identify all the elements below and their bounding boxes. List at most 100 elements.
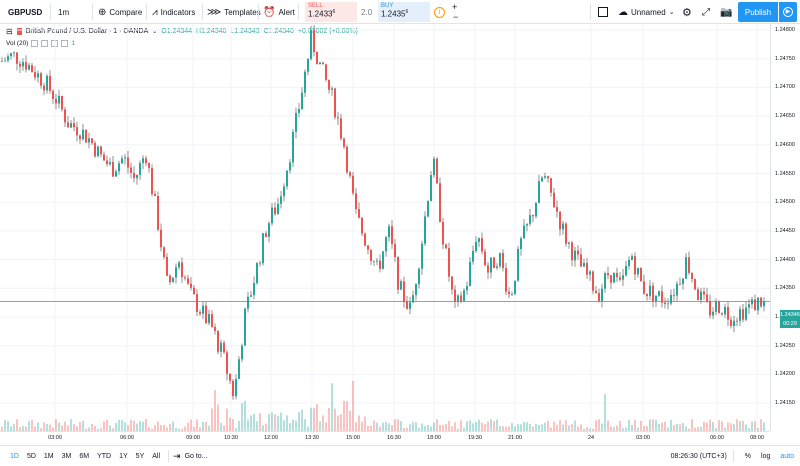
price-tick-label: 1.24800 — [775, 27, 795, 33]
qty-minus-icon[interactable]: − — [453, 12, 459, 22]
candle — [205, 301, 207, 324]
chevron-down-icon[interactable]: ⌄ — [152, 29, 158, 35]
volume-bar — [424, 426, 426, 431]
alert-button[interactable]: ⏰ Alert — [263, 0, 295, 24]
clock-label[interactable]: 08:26:30 (UTC+3) — [670, 452, 727, 460]
range-all[interactable]: All — [152, 452, 161, 460]
candle — [352, 171, 354, 196]
volume-bar — [127, 424, 129, 431]
price-chart[interactable] — [0, 24, 770, 431]
volume-bar — [541, 424, 543, 431]
expand-icon[interactable]: ⤢ — [702, 6, 710, 18]
price-tick-label: 1.24400 — [775, 256, 795, 263]
collapse-icon[interactable]: ⊟ — [6, 27, 13, 36]
candle — [190, 277, 192, 291]
volume-bar — [283, 420, 285, 431]
candle — [10, 52, 12, 60]
buy-button[interactable]: BUY 1.24356 — [378, 2, 430, 22]
templates-button[interactable]: ⋙ Templates — [207, 0, 261, 24]
layout-button[interactable]: ☁ Unnamed ⌄ — [618, 0, 675, 24]
candle — [619, 272, 621, 282]
range-1d[interactable]: 1D — [10, 452, 19, 460]
interval-button[interactable]: 1m — [58, 0, 69, 24]
indicators-button[interactable]: ⩘ Indicators — [152, 0, 195, 24]
symbol-search[interactable]: GBPUSD — [8, 0, 42, 24]
candle — [565, 222, 567, 247]
close-value: C1.24346 — [263, 28, 294, 35]
volume-bar — [358, 415, 360, 431]
settings-gear-icon[interactable]: ⚙ — [682, 6, 692, 19]
candle — [601, 283, 603, 308]
range-ytd[interactable]: YTD — [97, 452, 112, 460]
volume-bar — [472, 423, 474, 431]
volume-bar — [430, 426, 432, 431]
time-tick-label: 19:30 — [468, 435, 482, 441]
volume-bar — [325, 422, 327, 431]
symbol-title[interactable]: British Pound / U.S. Dollar · 1 · OANDA — [25, 28, 149, 35]
more-icon[interactable] — [61, 40, 69, 47]
time-tick-label: 24 — [587, 435, 595, 441]
camera-icon[interactable]: 📷 — [720, 6, 733, 18]
volume-bar — [58, 422, 60, 431]
time-axis[interactable]: 03:00 06:00 09:00 10:30 12:00 13:30 15:00 16:30… — [0, 431, 770, 445]
volume-bar — [373, 420, 375, 431]
candle — [322, 62, 324, 65]
candle — [613, 272, 615, 283]
publish-button[interactable]: Publish — [738, 2, 778, 22]
range-1y[interactable]: 1Y — [119, 452, 128, 460]
price-axis[interactable]: 1.24800 1.24750 1.24700 1.24650 1.24600 1.245… — [770, 24, 800, 431]
volume-bar — [709, 419, 711, 431]
volume-bar — [598, 419, 600, 431]
volume-bar — [613, 427, 615, 431]
volume-bar — [109, 425, 111, 431]
volume-bar — [193, 426, 195, 431]
candle — [610, 274, 612, 290]
volume-bar — [427, 425, 429, 431]
range-6m[interactable]: 6M — [79, 452, 90, 460]
candle — [640, 267, 642, 282]
fullscreen-square-icon[interactable] — [598, 0, 608, 24]
range-5y[interactable]: 5Y — [135, 452, 145, 460]
compare-label: Compare — [109, 7, 143, 17]
candle — [526, 223, 528, 232]
go-to-button[interactable]: Go to... — [184, 452, 208, 460]
go-to-icon[interactable]: ⇥ — [173, 450, 181, 461]
range-3m[interactable]: 3M — [61, 452, 72, 460]
volume-bar — [118, 419, 120, 431]
percent-toggle[interactable]: % — [744, 452, 752, 460]
play-icon[interactable]: ▶ — [779, 2, 797, 22]
range-1m[interactable]: 1M — [43, 452, 54, 460]
volume-bar — [655, 419, 657, 431]
auto-toggle[interactable]: auto — [780, 452, 794, 460]
volume-bar — [1, 426, 3, 431]
candle — [433, 156, 435, 178]
eye-icon[interactable] — [31, 40, 39, 47]
candle — [745, 301, 747, 322]
time-tick-label: 03:00 — [48, 435, 62, 441]
low-value: L1.24343 — [230, 28, 260, 35]
settings-icon[interactable] — [41, 40, 49, 47]
compare-button[interactable]: ⊕ Compare — [98, 0, 142, 24]
candle — [4, 57, 6, 62]
volume-bar — [604, 394, 606, 431]
candle — [91, 137, 93, 145]
volume-bar — [61, 425, 63, 431]
candle — [274, 202, 276, 216]
volume-bar — [160, 425, 162, 431]
volume-bar — [46, 424, 48, 431]
candle — [637, 267, 639, 278]
volume-bar — [595, 420, 597, 431]
info-icon[interactable]: i — [434, 0, 445, 24]
volume-bar — [469, 420, 471, 431]
log-toggle[interactable]: log — [761, 452, 771, 460]
volume-bar — [670, 419, 672, 431]
interval-label: 1m — [58, 7, 70, 17]
candle — [658, 290, 660, 298]
range-5d[interactable]: 5D — [26, 452, 36, 460]
sell-button[interactable]: SELL 1.24336 — [305, 2, 357, 22]
qty-plus-icon[interactable]: + — [452, 2, 458, 12]
volume-label: Vol (20) — [6, 40, 29, 47]
volume-bar — [502, 426, 504, 431]
volume-bar — [241, 403, 243, 431]
candle — [16, 52, 18, 71]
